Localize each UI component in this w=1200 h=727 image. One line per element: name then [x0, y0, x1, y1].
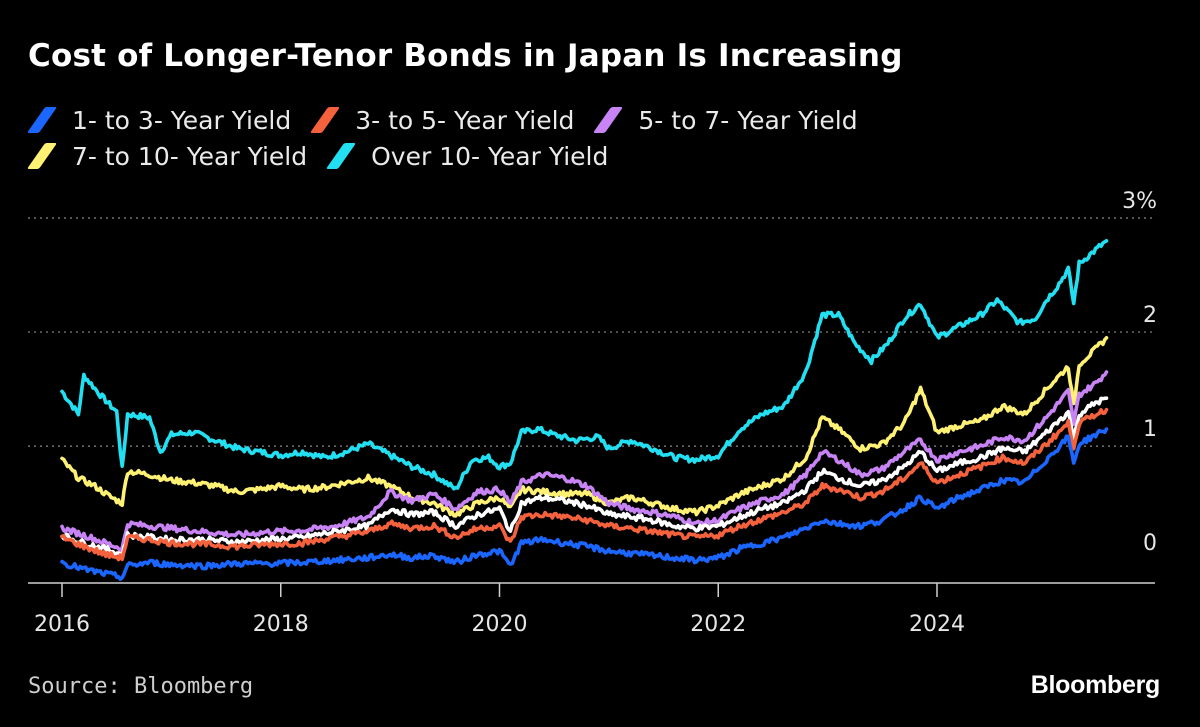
legend: 1- to 3- Year Yield 3- to 5- Year Yield … — [26, 102, 1028, 174]
legend-label: 3- to 5- Year Yield — [355, 105, 575, 135]
x-tick-label: 2022 — [690, 612, 746, 637]
bloomberg-logo: Bloomberg — [1030, 671, 1161, 699]
series-line-5-7yr — [60, 370, 1109, 553]
x-tick-label: 2016 — [34, 612, 90, 637]
legend-item-1-3yr: 1- to 3- Year Yield — [26, 105, 292, 135]
series-line-white — [60, 396, 1109, 559]
chart-title: Cost of Longer-Tenor Bonds in Japan Is I… — [28, 38, 903, 74]
x-tick-label: 2024 — [909, 612, 965, 637]
series-line-7-10yr — [60, 335, 1109, 518]
y-tick-label: 3% — [1122, 189, 1157, 214]
y-tick-label: 2 — [1143, 303, 1157, 328]
legend-label: 7- to 10- Year Yield — [72, 141, 308, 171]
legend-item-5-7yr: 5- to 7- Year Yield — [593, 105, 858, 135]
legend-label: Over 10- Year Yield — [371, 141, 609, 171]
legend-item-over-10yr: Over 10- Year Yield — [326, 141, 609, 171]
source-note: Source: Bloomberg — [28, 674, 254, 699]
series-line-1-3yr — [60, 427, 1109, 582]
legend-item-7-10yr: 7- to 10- Year Yield — [26, 141, 308, 171]
x-tick-label: 2020 — [472, 612, 528, 637]
y-tick-label: 0 — [1143, 531, 1157, 556]
legend-label: 1- to 3- Year Yield — [72, 105, 292, 135]
legend-item-3-5yr: 3- to 5- Year Yield — [310, 105, 575, 135]
series-line-over-10yr — [60, 239, 1109, 491]
legend-row-1: 1- to 3- Year Yield 3- to 5- Year Yield … — [26, 102, 1028, 138]
series-line-3-5yr — [60, 407, 1109, 562]
x-tick-label: 2018 — [253, 612, 309, 637]
legend-label: 5- to 7- Year Yield — [638, 105, 858, 135]
legend-row-2: 7- to 10- Year Yield Over 10- Year Yield — [26, 138, 1028, 174]
y-tick-label: 1 — [1143, 417, 1157, 442]
